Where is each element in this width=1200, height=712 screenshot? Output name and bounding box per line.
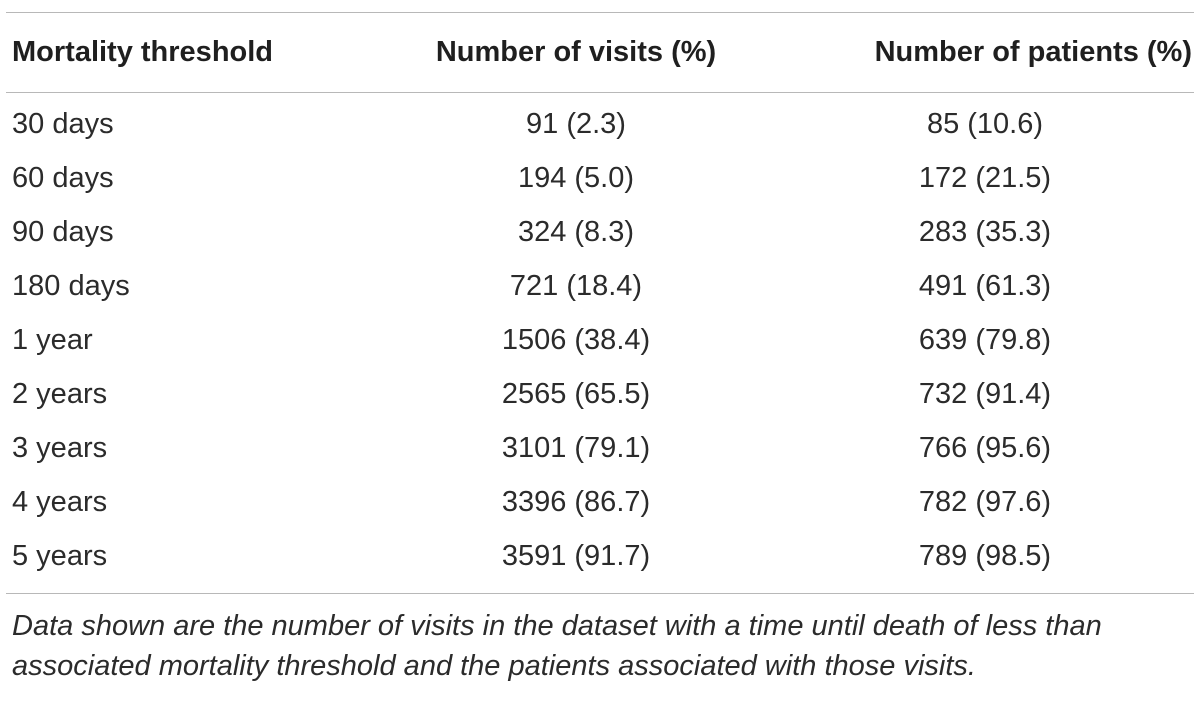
header-mortality-threshold: Mortality threshold xyxy=(12,36,274,68)
header-number-of-patients: Number of patients (%) xyxy=(874,36,1192,68)
cell-threshold: 3 years xyxy=(12,431,108,464)
cell-patients: 491 (61.3) xyxy=(918,269,1052,302)
cell-patients: 85 (10.6) xyxy=(926,107,1044,140)
table-row: 1 year 1506 (38.4) 639 (79.8) xyxy=(6,313,1194,367)
cell-patients: 639 (79.8) xyxy=(918,323,1052,356)
cell-patients: 782 (97.6) xyxy=(918,485,1052,518)
table-row: 30 days 91 (2.3) 85 (10.6) xyxy=(6,93,1194,152)
cell-patients: 766 (95.6) xyxy=(918,431,1052,464)
table-body: 30 days 91 (2.3) 85 (10.6) 60 days 194 (… xyxy=(6,93,1194,594)
header-number-of-visits: Number of visits (%) xyxy=(435,36,717,68)
cell-threshold: 30 days xyxy=(12,107,114,140)
mortality-table: Mortality threshold Number of visits (%)… xyxy=(6,12,1194,593)
table-footnote: Data shown are the number of visits in t… xyxy=(6,593,1194,686)
cell-visits: 194 (5.0) xyxy=(517,161,635,194)
table-row: 60 days 194 (5.0) 172 (21.5) xyxy=(6,151,1194,205)
table-row: 4 years 3396 (86.7) 782 (97.6) xyxy=(6,475,1194,529)
cell-patients: 732 (91.4) xyxy=(918,377,1052,410)
cell-patients: 283 (35.3) xyxy=(918,215,1052,248)
cell-patients: 172 (21.5) xyxy=(918,161,1052,194)
cell-visits: 3591 (91.7) xyxy=(501,539,651,572)
cell-visits: 3101 (79.1) xyxy=(501,431,651,464)
cell-threshold: 4 years xyxy=(12,485,108,518)
cell-visits: 2565 (65.5) xyxy=(501,377,651,410)
cell-visits: 324 (8.3) xyxy=(517,215,635,248)
table-container: Mortality threshold Number of visits (%)… xyxy=(6,0,1194,686)
table-row: 3 years 3101 (79.1) 766 (95.6) xyxy=(6,421,1194,475)
cell-patients: 789 (98.5) xyxy=(918,539,1052,572)
table-header: Mortality threshold Number of visits (%)… xyxy=(6,12,1194,93)
table-row: 180 days 721 (18.4) 491 (61.3) xyxy=(6,259,1194,313)
cell-visits: 1506 (38.4) xyxy=(501,323,651,356)
cell-threshold: 180 days xyxy=(12,269,130,302)
cell-visits: 721 (18.4) xyxy=(509,269,643,302)
header-row: Mortality threshold Number of visits (%)… xyxy=(6,12,1194,93)
cell-threshold: 5 years xyxy=(12,539,108,572)
cell-threshold: 2 years xyxy=(12,377,108,410)
table-row: 5 years 3591 (91.7) 789 (98.5) xyxy=(6,529,1194,593)
table-row: 2 years 2565 (65.5) 732 (91.4) xyxy=(6,367,1194,421)
table-row: 90 days 324 (8.3) 283 (35.3) xyxy=(6,205,1194,259)
cell-visits: 3396 (86.7) xyxy=(501,485,651,518)
cell-visits: 91 (2.3) xyxy=(526,107,626,140)
cell-threshold: 60 days xyxy=(12,161,114,194)
cell-threshold: 1 year xyxy=(12,323,93,356)
cell-threshold: 90 days xyxy=(12,215,114,248)
